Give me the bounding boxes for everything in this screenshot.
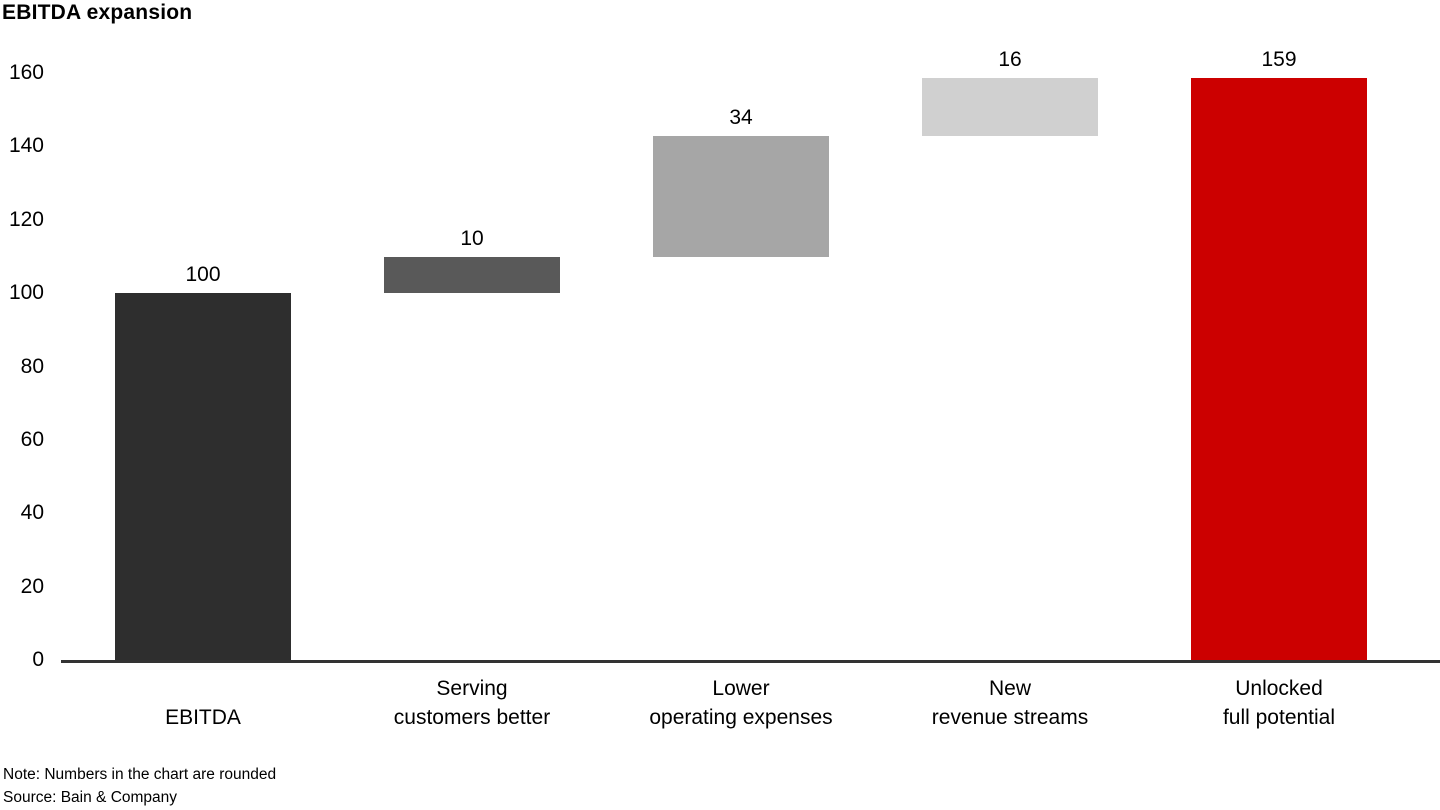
- category-label-line: Serving: [436, 677, 508, 700]
- y-axis-tick-label-20: 20: [20, 574, 44, 598]
- category-label-line: New: [988, 677, 1031, 700]
- bar-value-label-lower-operating-expenses: 34: [729, 105, 753, 129]
- category-label-line: revenue streams: [931, 706, 1089, 729]
- y-axis-tick-label-120: 120: [8, 207, 44, 231]
- y-axis-tick-label-80: 80: [20, 354, 44, 378]
- bar-lower-operating-expenses: [653, 135, 829, 258]
- y-axis-tick-label-100: 100: [8, 281, 44, 305]
- category-label-line: customers better: [393, 706, 551, 729]
- category-label-line: Unlocked: [1235, 677, 1323, 700]
- bar-serving-customers-better: [384, 257, 560, 294]
- category-label-line: Lower: [712, 677, 770, 700]
- y-axis-tick-label-0: 0: [32, 648, 44, 671]
- y-axis-tick-label-60: 60: [20, 427, 44, 451]
- bar-ebitda: [115, 293, 291, 660]
- y-axis-tick-label-40: 40: [20, 501, 44, 525]
- bar-value-label-serving-customers-better: 10: [460, 227, 484, 251]
- bar-unlocked-full-potential: [1191, 78, 1367, 660]
- bar-value-label-unlocked-full-potential: 159: [1261, 48, 1297, 72]
- x-axis-category-label-lower-operating-expenses: Lower operating expenses: [591, 674, 891, 732]
- x-axis-category-label-new-revenue-streams: New revenue streams: [860, 674, 1160, 732]
- category-label-line: operating expenses: [649, 706, 833, 729]
- bar-value-label-ebitda: 100: [185, 263, 221, 287]
- bar-value-label-new-revenue-streams: 16: [998, 48, 1022, 72]
- category-label-line: EBITDA: [165, 706, 241, 729]
- bar-new-revenue-streams: [922, 78, 1098, 136]
- y-axis-tick-label-140: 140: [8, 134, 44, 158]
- x-axis-category-label-serving-customers-better: Serving customers better: [322, 674, 622, 732]
- chart-source: Source: Bain & Company: [3, 789, 178, 806]
- chart-note: Note: Numbers in the chart are rounded: [3, 766, 277, 783]
- x-axis-category-label-unlocked-full-potential: Unlocked full potential: [1129, 674, 1429, 732]
- chart-title: EBITDA expansion: [2, 1, 193, 24]
- x-axis-category-label-ebitda: EBITDA: [53, 674, 353, 732]
- category-label-line: full potential: [1222, 706, 1336, 729]
- y-axis-tick-label-160: 160: [8, 61, 44, 84]
- x-axis-line: [61, 660, 1440, 663]
